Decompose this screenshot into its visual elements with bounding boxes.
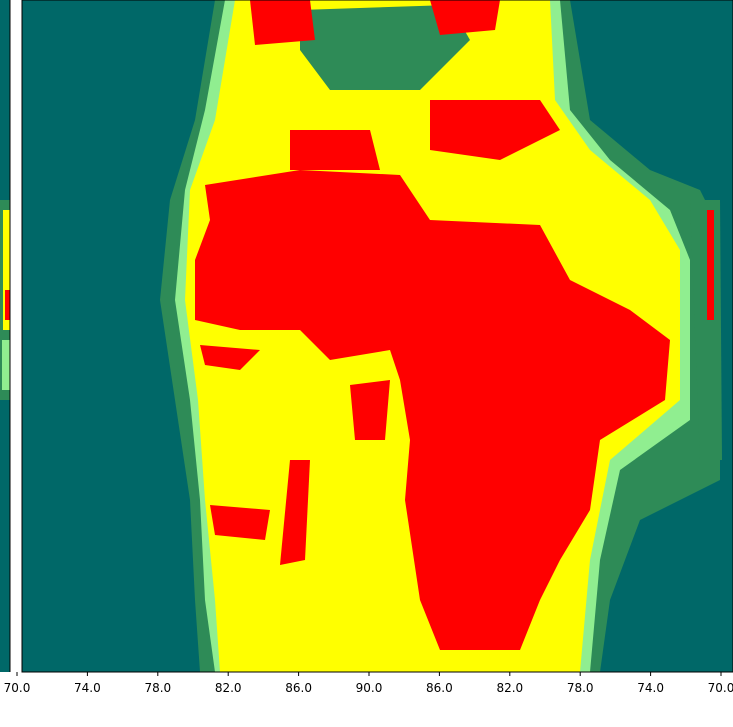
x-tick-label: 74.0 bbox=[74, 681, 101, 695]
page: 70.0 74.0 78.0 82.0 86.0 90.0 86.0 82.0 78.0 74.0… bbox=[0, 0, 733, 727]
heatmap-region bbox=[2, 340, 10, 390]
heatmap-region bbox=[210, 505, 270, 540]
x-tick-label: 78.0 bbox=[144, 681, 171, 695]
x-tick-label: 70.0 bbox=[708, 681, 733, 695]
heatmap bbox=[22, 0, 733, 672]
x-tick-label: 86.0 bbox=[285, 681, 312, 695]
left-panel bbox=[0, 0, 10, 672]
x-tick-label: 86.0 bbox=[426, 681, 453, 695]
chart: 70.0 74.0 78.0 82.0 86.0 90.0 86.0 82.0 78.0 74.0… bbox=[0, 0, 733, 727]
heatmap-region bbox=[250, 0, 315, 45]
heatmap-region bbox=[290, 130, 380, 170]
heatmap-region bbox=[5, 290, 10, 320]
x-tick-label: 82.0 bbox=[215, 681, 242, 695]
heatmap-region bbox=[350, 380, 390, 440]
x-axis: 70.0 74.0 78.0 82.0 86.0 90.0 86.0 82.0 78.0 74.0… bbox=[4, 672, 733, 695]
x-tick-label: 90.0 bbox=[356, 681, 383, 695]
x-tick-label: 70.0 bbox=[4, 681, 31, 695]
x-tick-label: 82.0 bbox=[496, 681, 523, 695]
heatmap-region bbox=[430, 0, 500, 35]
x-tick-label: 78.0 bbox=[567, 681, 594, 695]
heatmap-region bbox=[707, 210, 714, 320]
x-tick-label: 74.0 bbox=[637, 681, 664, 695]
